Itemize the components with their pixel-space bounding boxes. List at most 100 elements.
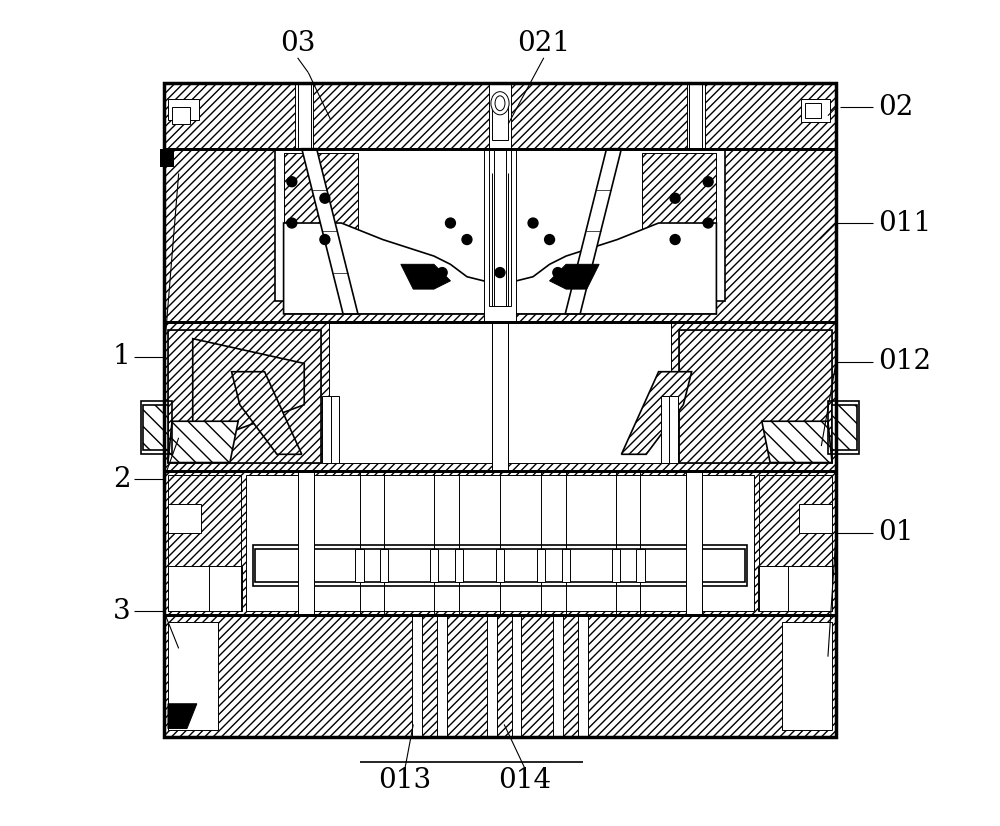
Bar [331,396,339,463]
Circle shape [320,193,330,203]
Polygon shape [550,264,599,289]
Bar [295,83,313,149]
Bar [828,401,859,454]
Bar [578,615,588,737]
Bar [164,149,836,322]
Bar [762,574,795,607]
Text: 02: 02 [878,94,914,121]
Bar [492,101,508,140]
Bar [489,83,511,149]
Circle shape [553,268,563,278]
Bar [612,549,620,582]
Bar [337,330,663,446]
Bar [284,231,716,314]
Bar [212,574,237,607]
Bar [430,549,438,582]
Bar [805,103,821,118]
Bar [832,405,857,450]
Bar [168,330,321,463]
Bar [801,99,830,122]
Polygon shape [302,149,358,314]
Bar [164,471,836,615]
Bar [562,549,570,582]
Ellipse shape [495,96,505,111]
Bar [164,149,836,322]
Bar [496,549,504,582]
Bar [487,615,497,737]
Bar [669,396,678,463]
Bar [537,549,545,582]
Bar [329,322,671,463]
Bar [284,153,358,256]
Circle shape [528,218,538,228]
Bar [489,149,511,306]
Bar [636,549,645,582]
Polygon shape [284,223,716,314]
Bar [164,83,836,737]
Circle shape [703,218,713,228]
Bar [322,396,331,463]
Bar [759,475,832,611]
Bar [255,549,745,582]
Bar [661,396,669,463]
Polygon shape [401,264,450,289]
Bar [160,149,174,167]
Bar [679,330,832,463]
Polygon shape [168,421,238,463]
Bar [143,405,168,450]
Bar [275,149,725,301]
Bar [172,574,205,607]
Circle shape [287,177,297,187]
Bar [168,475,241,611]
Bar [164,322,836,471]
Circle shape [670,235,680,244]
Bar [687,83,705,149]
Bar [758,566,832,611]
Circle shape [445,218,455,228]
Bar [164,322,836,471]
Bar [209,566,241,611]
Bar [164,471,836,615]
Circle shape [703,177,713,187]
Circle shape [670,193,680,203]
Polygon shape [232,372,302,454]
Bar [164,615,836,737]
Polygon shape [621,372,692,454]
Polygon shape [762,421,832,463]
Bar [298,471,314,615]
Bar [141,401,172,454]
Polygon shape [193,339,304,446]
Bar [686,471,702,615]
Polygon shape [565,149,621,314]
Circle shape [545,235,555,244]
Polygon shape [168,704,197,729]
Text: 2: 2 [113,466,131,492]
Circle shape [437,268,447,278]
Text: 013: 013 [378,767,432,794]
Bar [484,149,516,322]
Bar [679,330,832,463]
Text: 012: 012 [878,349,931,375]
Bar [168,99,199,120]
Circle shape [287,218,297,228]
Bar [437,615,447,737]
Bar [642,153,716,256]
Bar [246,475,754,611]
Circle shape [495,268,505,278]
Text: 014: 014 [498,767,551,794]
Bar [253,545,747,586]
Text: 021: 021 [517,31,570,57]
Bar [455,549,463,582]
Bar [168,330,321,463]
Text: 1: 1 [113,344,131,370]
Circle shape [320,235,330,244]
Bar [168,504,201,533]
Circle shape [462,235,472,244]
Bar [759,566,788,611]
Bar [412,615,422,737]
Text: 03: 03 [280,31,315,57]
Bar [164,83,836,149]
Bar [355,549,364,582]
Text: 011: 011 [878,210,932,236]
Text: 01: 01 [878,520,914,546]
